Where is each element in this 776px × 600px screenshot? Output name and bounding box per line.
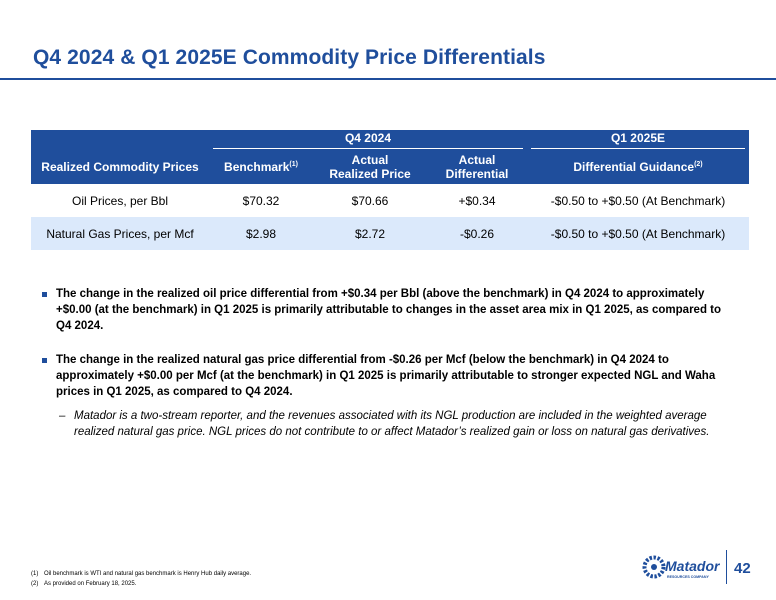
matador-logo: Matador RESOURCES COMPANY bbox=[642, 555, 720, 579]
actual-price-value: $70.66 bbox=[351, 193, 389, 208]
svg-text:RESOURCES COMPANY: RESOURCES COMPANY bbox=[667, 575, 709, 579]
matador-wheel-icon bbox=[642, 555, 666, 579]
square-bullet-icon bbox=[42, 292, 47, 297]
benchmark-value: $2.98 bbox=[209, 217, 313, 250]
table-group-header: Q4 2024 Q1 2025E bbox=[31, 130, 749, 150]
page-title: Q4 2024 & Q1 2025E Commodity Price Diffe… bbox=[33, 46, 546, 69]
bullet-oil: The change in the realized oil price dif… bbox=[42, 286, 732, 334]
group-header-empty bbox=[31, 130, 209, 150]
guidance-value: -$0.50 to +$0.50 (At Benchmark) bbox=[550, 193, 726, 208]
guidance-value: -$0.50 to +$0.50 (At Benchmark) bbox=[527, 217, 749, 250]
row-label: Natural Gas Prices, per Mcf bbox=[31, 217, 209, 250]
footnote-ref-1: (1) bbox=[289, 161, 298, 168]
group-header-q1: Q1 2025E bbox=[527, 130, 749, 150]
col-header-guidance: Differential Guidance(2) bbox=[527, 150, 749, 184]
sub-bullet-ngl: – Matador is a two-stream reporter, and … bbox=[42, 408, 732, 440]
price-differentials-table: Q4 2024 Q1 2025E Realized Commodity Pric… bbox=[31, 130, 749, 250]
table-column-header: Realized Commodity Prices Benchmark(1) A… bbox=[31, 150, 749, 184]
bullet-oil-text: The change in the realized oil price dif… bbox=[56, 288, 722, 332]
group-header-q4: Q4 2024 bbox=[209, 130, 527, 150]
bullet-gas-text: The change in the realized natural gas p… bbox=[56, 354, 716, 398]
footnote-ref-2: (2) bbox=[694, 161, 703, 168]
col-header-actual-realized: Actual Realized Price bbox=[313, 150, 427, 184]
col-header-label: Realized Commodity Prices bbox=[31, 150, 209, 184]
square-bullet-icon bbox=[42, 358, 47, 363]
footnotes: (1) Oil benchmark is WTI and natural gas … bbox=[31, 569, 251, 589]
dash-bullet-icon: – bbox=[59, 410, 66, 422]
logo-divider bbox=[726, 550, 727, 584]
page-number: 42 bbox=[734, 560, 751, 577]
row-label: Oil Prices, per Bbl bbox=[71, 193, 169, 208]
footnote-2: (2) As provided on February 18, 2025. bbox=[31, 581, 137, 587]
footnote-1: (1) Oil benchmark is WTI and natural gas … bbox=[31, 571, 252, 577]
title-divider bbox=[0, 78, 776, 80]
actual-price-value: $2.72 bbox=[313, 217, 427, 250]
differential-value: -$0.26 bbox=[427, 217, 527, 250]
benchmark-value: $70.32 bbox=[242, 193, 280, 208]
commentary-bullets: The change in the realized oil price dif… bbox=[42, 286, 732, 440]
sub-bullet-ngl-text: Matador is a two-stream reporter, and th… bbox=[74, 410, 710, 438]
table-row-oil: Oil Prices, per Bbl $70.32 $70.66 +$0.34… bbox=[31, 184, 749, 217]
svg-text:Matador: Matador bbox=[665, 558, 720, 574]
differential-value: +$0.34 bbox=[458, 193, 496, 208]
bullet-gas: The change in the realized natural gas p… bbox=[42, 352, 732, 400]
table-row-natural-gas: Natural Gas Prices, per Mcf $2.98 $2.72 … bbox=[31, 217, 749, 250]
col-header-actual-differential: Actual Differential bbox=[427, 150, 527, 184]
col-header-benchmark: Benchmark(1) bbox=[209, 150, 313, 184]
